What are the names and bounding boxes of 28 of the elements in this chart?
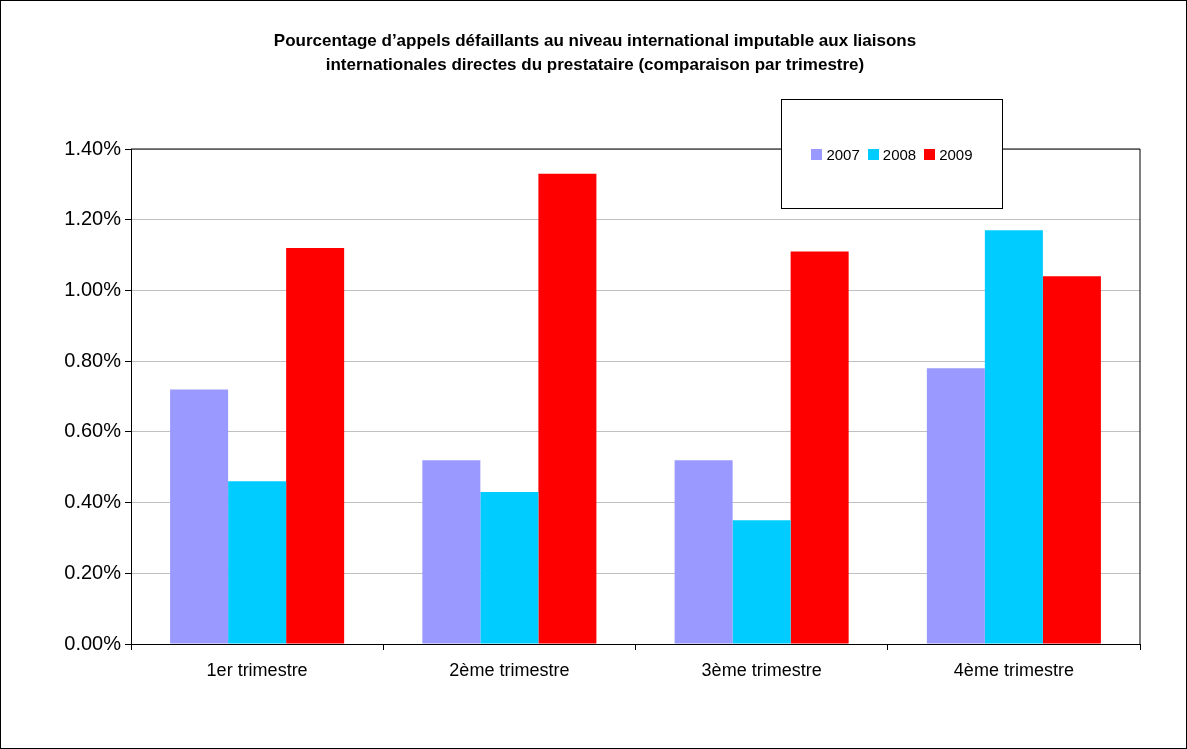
y-tick-label: 0.20% bbox=[64, 560, 122, 583]
bar bbox=[984, 230, 1043, 644]
legend-label: 2008 bbox=[882, 145, 917, 163]
bar bbox=[732, 520, 791, 644]
bar bbox=[170, 389, 229, 644]
bar bbox=[538, 173, 597, 644]
y-tick-label: 1.40% bbox=[64, 136, 122, 159]
y-tick-label: 0.60% bbox=[64, 419, 122, 442]
x-tick-label: 3ème trimestre bbox=[701, 659, 822, 680]
legend-label: 2009 bbox=[939, 145, 973, 163]
chart-title: Pourcentage d’appels défaillants au niveau international imputable aux liaisons internationales directes du prestataire (comparaison par trimestre) bbox=[272, 30, 918, 76]
bar bbox=[228, 481, 287, 644]
y-tick-label: 0.40% bbox=[64, 490, 122, 513]
y-tick-label: 1.20% bbox=[64, 207, 122, 230]
legend-label: 2007 bbox=[826, 145, 860, 163]
y-tick-label: 1.00% bbox=[64, 277, 122, 300]
bar bbox=[422, 460, 481, 644]
bar bbox=[674, 460, 733, 644]
bar bbox=[1042, 276, 1101, 644]
y-tick-label: 0.00% bbox=[64, 631, 122, 654]
bar bbox=[926, 368, 985, 644]
bar bbox=[480, 491, 539, 644]
x-tick-label: 4ème trimestre bbox=[953, 659, 1074, 680]
x-tick-label: 2ème trimestre bbox=[449, 659, 570, 680]
x-tick-label: 1er trimestre bbox=[206, 659, 308, 680]
bar bbox=[790, 251, 849, 644]
y-tick-label: 0.80% bbox=[64, 348, 122, 371]
bar bbox=[286, 248, 345, 644]
